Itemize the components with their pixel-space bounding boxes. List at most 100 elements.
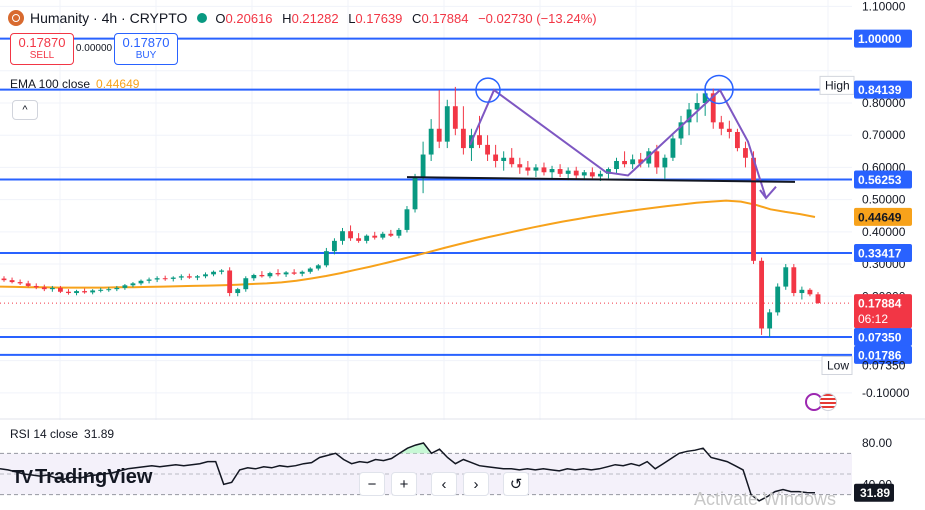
price-tick-label: 1.10000 xyxy=(862,0,906,13)
candle-body xyxy=(565,170,571,174)
candle-body xyxy=(267,273,273,277)
candle-body xyxy=(243,278,249,290)
candle-body xyxy=(767,312,773,329)
candle-body xyxy=(98,289,104,291)
candle-body xyxy=(283,272,289,275)
ema-line-group xyxy=(0,199,816,289)
candle-body xyxy=(388,233,394,236)
low-value: 0.07350 xyxy=(862,359,906,373)
candle-body xyxy=(275,273,281,275)
candle-body xyxy=(549,169,555,173)
rsi-line xyxy=(0,442,816,502)
reset-chart-button[interactable]: ↺ xyxy=(503,472,529,496)
candle-body xyxy=(775,286,781,313)
rsi-tick-label: 80.00 xyxy=(862,436,892,450)
candle-body xyxy=(412,177,418,210)
candle-body xyxy=(9,280,15,283)
candle-body xyxy=(340,231,345,241)
candle-body xyxy=(622,160,627,165)
candle-body xyxy=(815,294,821,304)
candle-body xyxy=(33,285,39,288)
level-badge-1-bg xyxy=(854,80,912,99)
symbol-title[interactable]: Humanity · 4h · CRYPTO xyxy=(30,10,188,26)
candle-body xyxy=(678,122,684,139)
candle-body xyxy=(501,157,507,161)
candle-body xyxy=(57,287,63,292)
change-value: −0.02730 (−13.24%) xyxy=(478,10,597,26)
open-key: O xyxy=(215,10,226,26)
level-badge-0: 1.00000 xyxy=(858,32,902,46)
candles-group xyxy=(1,85,821,337)
activate-windows-watermark: Activate Windows xyxy=(694,489,837,509)
first-top-circle xyxy=(475,77,501,103)
candle-body xyxy=(380,233,386,238)
candle-body xyxy=(332,240,337,252)
candle-body xyxy=(460,128,466,149)
buy-label: BUY xyxy=(135,50,157,61)
sell-button[interactable]: 0.17870 SELL xyxy=(10,33,74,65)
scroll-left-button[interactable]: ‹ xyxy=(431,472,457,496)
candle-body xyxy=(702,93,708,103)
high-key: H xyxy=(282,10,292,26)
candle-body xyxy=(509,157,515,165)
scroll-right-button[interactable]: › xyxy=(463,472,489,496)
candle-body xyxy=(130,283,136,286)
candle-body xyxy=(178,276,184,278)
level-badge-3: 0.33417 xyxy=(858,247,902,261)
buy-button[interactable]: 0.17870 BUY xyxy=(114,33,178,65)
candle-body xyxy=(154,278,160,280)
candle-body xyxy=(323,251,329,266)
candle-body xyxy=(299,271,305,274)
spread-value: 0.00000 xyxy=(75,43,113,54)
close-value: 0.17884 xyxy=(421,10,469,26)
candle-body xyxy=(541,167,547,173)
plus-icon: + xyxy=(399,475,409,493)
price-tick-label: 0.40000 xyxy=(862,225,906,239)
arrow-head-icon xyxy=(759,186,777,200)
candle-body xyxy=(670,138,676,158)
collapse-legend-button[interactable]: ^ xyxy=(12,100,38,120)
candle-body xyxy=(743,148,748,158)
candle-body xyxy=(315,265,321,269)
candle-body xyxy=(581,172,587,176)
candle-body xyxy=(557,169,563,174)
ema-badge: 0.44649 xyxy=(858,210,902,224)
level-badge-5: 0.01786 xyxy=(858,348,902,362)
tradingview-logo[interactable]: TV TradingView xyxy=(12,466,152,489)
horizontal-levels xyxy=(0,37,852,356)
candle-body xyxy=(606,169,611,174)
rsi-line-group xyxy=(0,442,816,502)
countdown-badge: 06:12 xyxy=(858,312,888,326)
candle-body xyxy=(25,283,31,286)
candle-body xyxy=(251,274,257,279)
candle-body xyxy=(485,144,490,155)
zoom-in-button[interactable]: + xyxy=(391,472,417,496)
candle-body xyxy=(259,274,265,277)
level-badge-2-bg xyxy=(854,170,912,189)
candle-body xyxy=(420,154,426,178)
rsi-pane xyxy=(0,418,925,496)
candle-body xyxy=(235,289,241,294)
price-axis[interactable]: 1.100000.800000.700000.600000.500000.400… xyxy=(819,0,912,502)
ema-legend[interactable]: EMA 100 close 0.44649 xyxy=(10,77,139,91)
rsi-legend[interactable]: RSI 14 close 31.89 xyxy=(10,427,114,441)
candle-body xyxy=(444,106,450,142)
candle-body xyxy=(751,157,756,261)
chevron-left-icon: ‹ xyxy=(441,475,447,493)
candle-body xyxy=(186,276,192,278)
level-badge-2: 0.56253 xyxy=(858,173,902,187)
low-value: 0.17639 xyxy=(355,10,403,26)
humanity-logo-icon xyxy=(8,10,24,26)
candle-body xyxy=(195,276,200,278)
zoom-out-button[interactable]: − xyxy=(359,472,385,496)
level-badge-5-bg xyxy=(854,345,912,364)
candle-body xyxy=(525,167,531,171)
trade-panel: 0.17870 SELL 0.00000 0.17870 BUY xyxy=(10,33,178,65)
tradingview-mark-icon: TV xyxy=(12,467,33,487)
low-tag: Low xyxy=(827,359,849,373)
open-value: 0.20616 xyxy=(225,10,273,26)
sell-label: SELL xyxy=(29,50,55,61)
candle-body xyxy=(74,291,79,294)
candle-body xyxy=(17,282,23,284)
